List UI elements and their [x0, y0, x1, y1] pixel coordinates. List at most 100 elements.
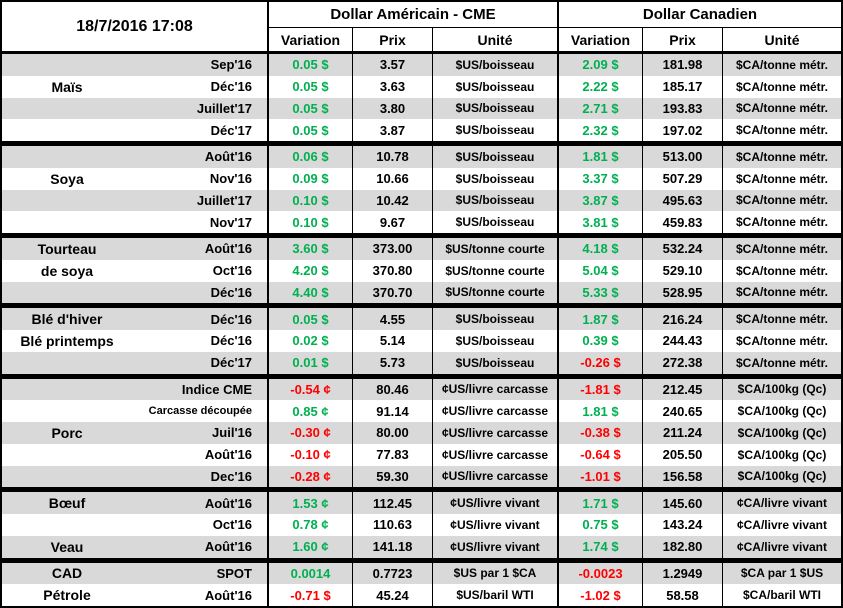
- cad-price-value: 1.2949: [642, 562, 722, 585]
- table-row: Blé d'hiver Déc'16 0.05 $4.55 $US/boisseau 1…: [2, 308, 841, 330]
- table-row: Carcasse découpée 0.85 ¢ 91.14 ¢US/livre ca…: [2, 400, 841, 422]
- usd-price-value: 10.42: [352, 189, 432, 212]
- usd-unit-label: ¢US/livre carcasse: [432, 378, 557, 401]
- usd-price-value: 112.45: [352, 492, 432, 514]
- table-row: Déc'17 0.01 $5.73 $US/boisseau -0.26 $272.3…: [2, 351, 841, 374]
- contract-month: Déc'16: [210, 79, 252, 95]
- contract-month: Indice CME: [181, 381, 252, 397]
- cad-price-value: 182.80: [642, 535, 722, 558]
- table-row: CAD SPOT 0.0014 0.7723 $US par 1 $CA -0.0023 1…: [2, 562, 841, 585]
- commodity-group: Blé d'hiver Déc'16 0.05 $4.55 $US/boisseau 1…: [2, 303, 841, 374]
- cad-variation-value: 0.75 $: [557, 514, 642, 536]
- usd-variation-value: 0.02 $: [267, 330, 352, 352]
- cad-price-value: 211.24: [642, 422, 722, 444]
- table-row: Maïs Déc'16 0.05 $3.63 $US/boisseau 2.22 $18…: [2, 75, 841, 98]
- usd-variation-value: 0.05 $: [267, 308, 352, 330]
- usd-unit-label: $US/boisseau: [432, 351, 557, 374]
- commodity-label: [2, 466, 132, 488]
- cad-variation-value: -1.01 $: [557, 465, 642, 488]
- cad-variation-value: -0.26 $: [557, 351, 642, 374]
- commodity-label: [2, 400, 132, 422]
- cad-variation-value: 2.22 $: [557, 75, 642, 98]
- usd-variation-value: -0.10 ¢: [267, 443, 352, 466]
- cad-unite-column-header: Unité: [722, 28, 841, 51]
- cad-price-value: 240.65: [642, 400, 722, 422]
- contract-month: Nov'16: [209, 171, 252, 187]
- usd-variation-value: -0.30 ¢: [267, 422, 352, 444]
- commodity-group: Août'16 0.06 $10.78 $US/boisseau 1.81 $513.…: [2, 141, 841, 233]
- commodity-group: Tourteau Août'16 3.60 $373.00 $US/tonne cou…: [2, 233, 841, 304]
- usd-price-value: 45.24: [352, 584, 432, 606]
- usd-price-value: 77.83: [352, 443, 432, 466]
- commodity-label: [2, 211, 132, 233]
- table-header: 18/7/2016 17:08 Dollar Américain - CME V…: [2, 2, 841, 54]
- usd-unit-label: $US/boisseau: [432, 167, 557, 190]
- table-row: Blé printemps Déc'16 0.02 $5.14 $US/boissea…: [2, 330, 841, 352]
- commodity-label: Soya: [50, 170, 84, 187]
- cad-unit-label: $CA par 1 $US: [722, 562, 841, 585]
- cad-price-value: 529.10: [642, 259, 722, 282]
- usd-price-value: 0.7723: [352, 562, 432, 585]
- usd-variation-value: 0.10 $: [267, 211, 352, 233]
- contract-month: Août'16: [204, 587, 252, 603]
- usd-unit-label: $US/boisseau: [432, 189, 557, 212]
- table-row: Bœuf Août'16 1.53 ¢ 112.45 ¢US/livre vivant 1…: [2, 492, 841, 514]
- cad-price-value: 145.60: [642, 492, 722, 514]
- commodity-label: de soya: [40, 262, 94, 279]
- usd-section-title: Dollar Américain - CME: [269, 2, 557, 28]
- usd-variation-value: 4.40 $: [267, 281, 352, 304]
- cad-unit-label: $CA/tonne métr.: [722, 308, 841, 330]
- cad-unit-label: $CA/tonne métr.: [722, 119, 841, 141]
- usd-unit-label: $US/boisseau: [432, 119, 557, 141]
- usd-variation-value: 1.53 ¢: [267, 492, 352, 514]
- cad-variation-value: 1.81 $: [557, 146, 642, 168]
- usd-price-value: 10.78: [352, 146, 432, 168]
- cad-unit-label: $CA/tonne métr.: [722, 211, 841, 233]
- cad-unit-label: $CA/tonne métr.: [722, 351, 841, 374]
- usd-prix-column-header: Prix: [352, 28, 432, 51]
- usd-variation-value: 0.0014: [267, 562, 352, 585]
- cad-unit-label: $CA/tonne métr.: [722, 146, 841, 168]
- table-body: Sep'16 0.05 $3.57 $US/boisseau 2.09 $181.98…: [2, 54, 841, 606]
- commodity-label: [2, 379, 132, 401]
- cad-unit-label: $CA/tonne métr.: [722, 281, 841, 304]
- usd-price-value: 9.67: [352, 211, 432, 233]
- usd-variation-value: -0.54 ¢: [267, 378, 352, 401]
- table-row: Juillet'17 0.05 $3.80 $US/boisseau 2.71 $19…: [2, 97, 841, 120]
- commodity-group: Indice CME -0.54 ¢ 80.46 ¢US/livre carcasse…: [2, 373, 841, 488]
- cad-price-value: 532.24: [642, 238, 722, 260]
- commodity-label: [2, 54, 132, 76]
- cad-unit-label: $CA/tonne métr.: [722, 54, 841, 76]
- usd-price-value: 3.63: [352, 75, 432, 98]
- usd-variation-value: 0.05 $: [267, 54, 352, 76]
- table-row: Oct'16 0.78 ¢ 110.63 ¢US/livre vivant 0.75 $…: [2, 514, 841, 536]
- contract-month: Déc'16: [210, 284, 252, 300]
- commodity-group: CAD SPOT 0.0014 0.7723 $US par 1 $CA -0.0023 1…: [2, 557, 841, 606]
- table-row: Pétrole Août'16 -0.71 $45.24 $US/baril WTI -…: [2, 584, 841, 606]
- cad-variation-value: 5.04 $: [557, 259, 642, 282]
- usd-price-value: 80.00: [352, 422, 432, 444]
- usd-variation-value: 0.05 $: [267, 97, 352, 120]
- contract-month: Juil'16: [212, 425, 252, 441]
- usd-price-value: 80.46: [352, 378, 432, 401]
- usd-unit-label: ¢US/livre vivant: [432, 514, 557, 536]
- cad-variation-value: 1.74 $: [557, 535, 642, 558]
- table-row: Indice CME -0.54 ¢ 80.46 ¢US/livre carcasse…: [2, 378, 841, 401]
- usd-variation-value: 0.05 $: [267, 119, 352, 141]
- cad-price-value: 507.29: [642, 167, 722, 190]
- commodity-label: [2, 282, 132, 304]
- cad-unit-label: $CA/tonne métr.: [722, 238, 841, 260]
- cad-unit-label: $CA/tonne métr.: [722, 167, 841, 190]
- commodity-group: Bœuf Août'16 1.53 ¢ 112.45 ¢US/livre vivant 1…: [2, 487, 841, 558]
- usd-price-value: 373.00: [352, 238, 432, 260]
- usd-unit-label: $US par 1 $CA: [432, 562, 557, 585]
- contract-month: Août'16: [204, 241, 252, 257]
- commodity-label: Blé d'hiver: [31, 311, 103, 328]
- usd-unit-label: $US/tonne courte: [432, 259, 557, 282]
- cad-variation-value: 0.39 $: [557, 330, 642, 352]
- commodity-label: [2, 352, 132, 374]
- cad-price-value: 143.24: [642, 514, 722, 536]
- cad-variation-value: -0.64 $: [557, 443, 642, 466]
- cad-unit-label: ¢CA/livre vivant: [722, 492, 841, 514]
